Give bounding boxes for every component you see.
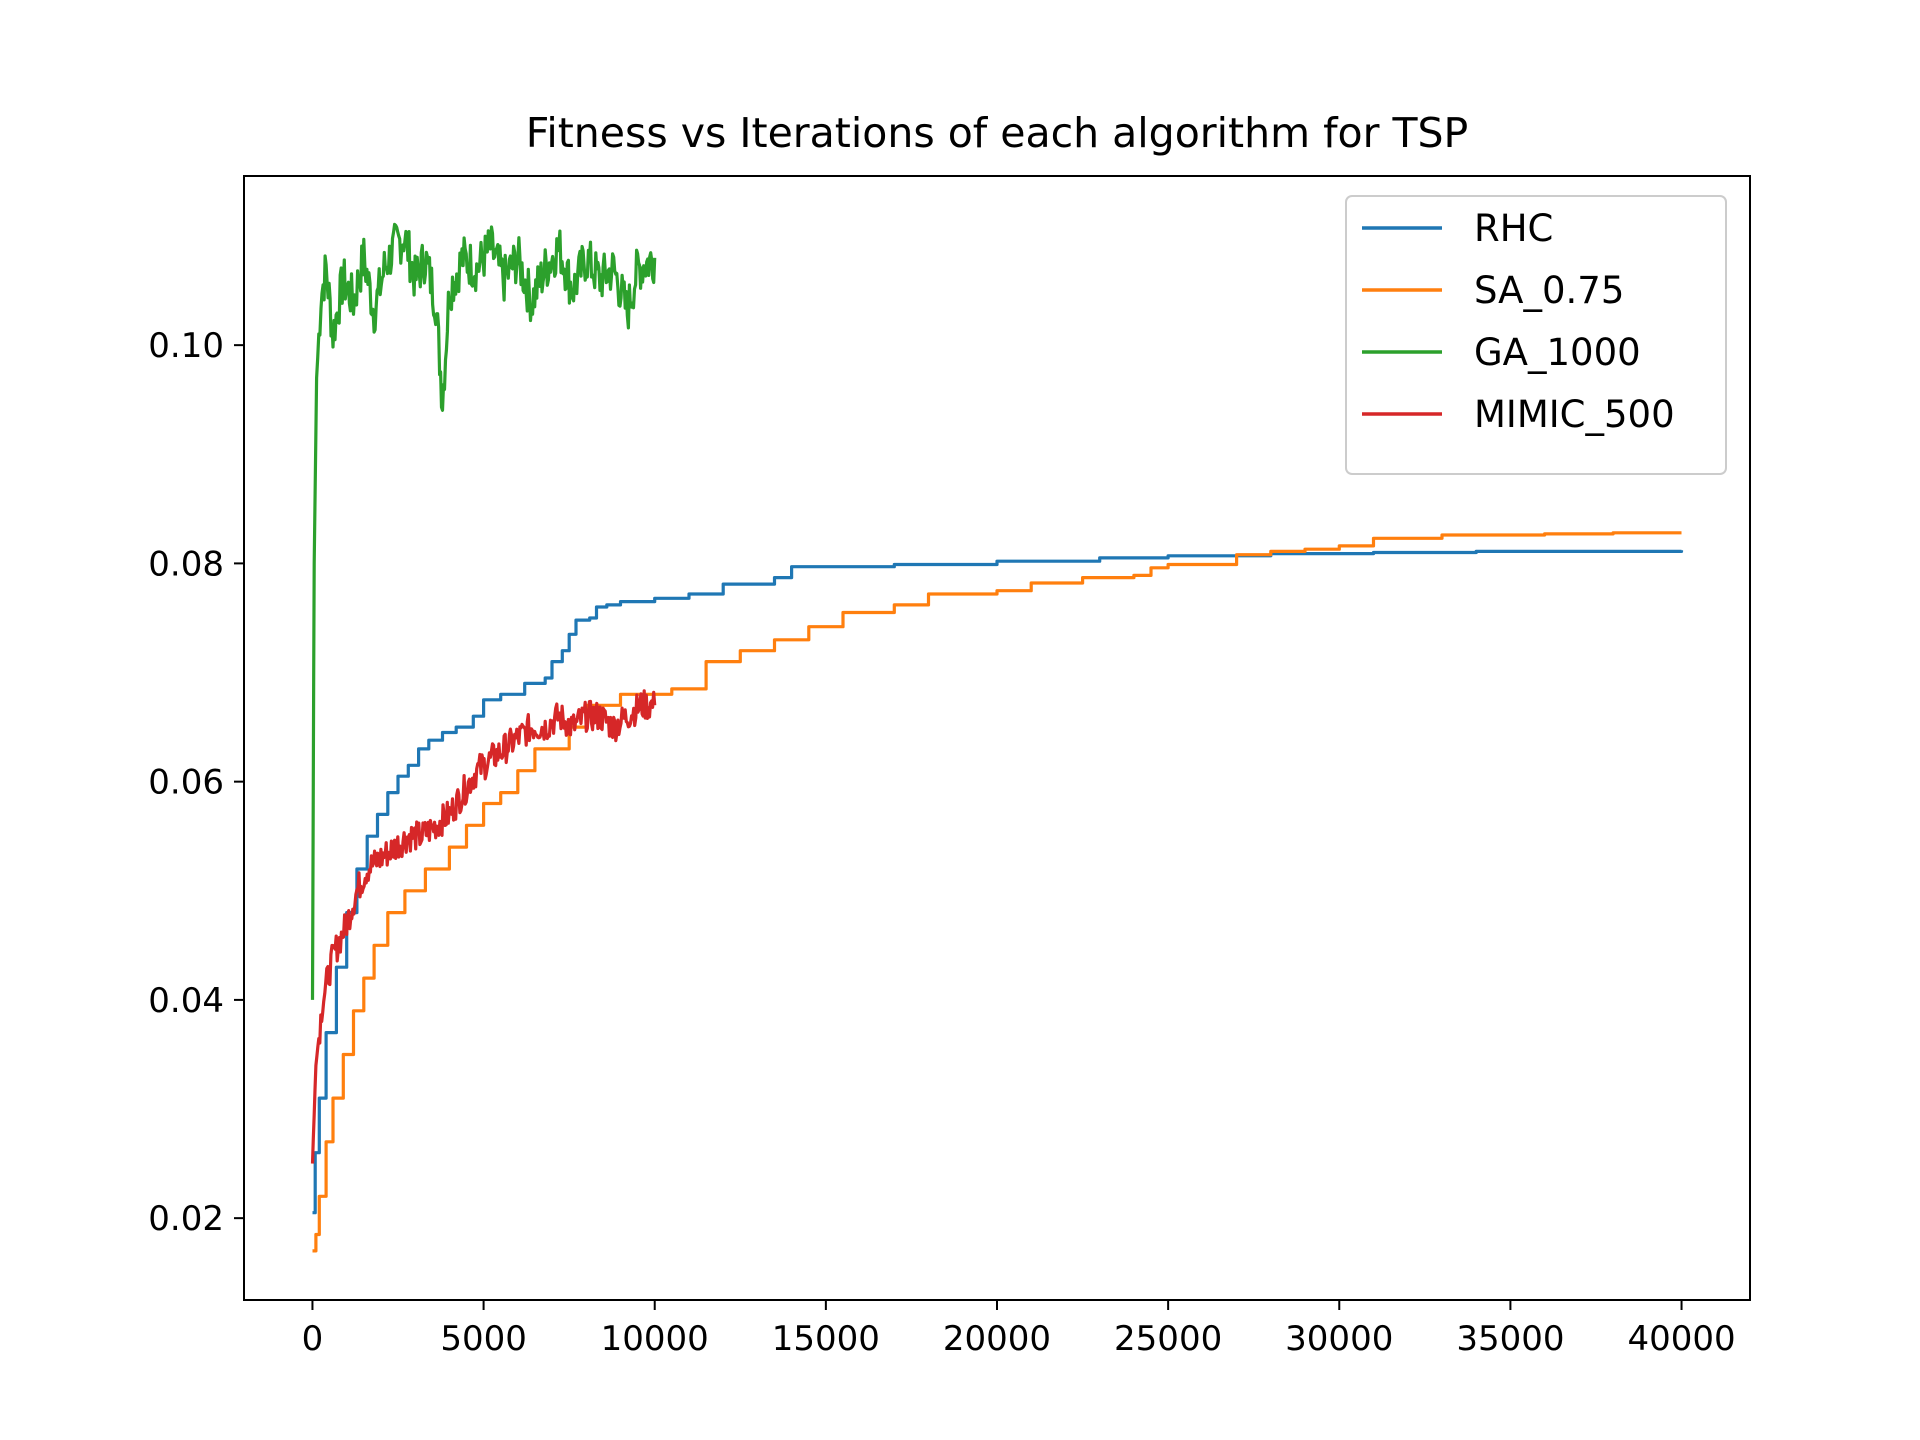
legend-label: GA_1000	[1474, 331, 1641, 374]
series-line-sa-075	[312, 531, 1682, 1253]
x-tick-label: 40000	[1627, 1319, 1735, 1359]
x-tick-label: 15000	[772, 1319, 880, 1359]
x-tick-label: 30000	[1285, 1319, 1393, 1359]
ticks-layer: 0 5000 10000 15000 20000 25000 30000 35000 40000…	[148, 326, 1735, 1359]
x-tick-label: 10000	[601, 1319, 709, 1359]
x-tick-label: 20000	[943, 1319, 1051, 1359]
y-tick-label: 0.08	[148, 544, 224, 584]
x-tick-label: 0	[302, 1319, 324, 1359]
x-tick-label: 25000	[1114, 1319, 1222, 1359]
legend-box	[1345, 195, 1727, 475]
legend: RHC SA_0.75 GA_1000 MIMIC_500	[1345, 195, 1727, 475]
legend-label: MIMIC_500	[1474, 393, 1675, 436]
series-line-ga-1000	[310, 222, 657, 1000]
series-layer	[310, 222, 1684, 1253]
y-tick-label: 0.06	[148, 763, 224, 803]
y-tick-label: 0.10	[148, 326, 224, 366]
x-tick-label: 5000	[440, 1319, 527, 1359]
y-tick-label: 0.02	[148, 1199, 224, 1239]
chart-title: Fitness vs Iterations of each algorithm …	[526, 109, 1469, 157]
y-tick-label: 0.04	[148, 981, 224, 1021]
series-line-mimic-500	[310, 689, 657, 1164]
series-line-rhc	[312, 549, 1684, 1215]
legend-label: SA_0.75	[1474, 269, 1624, 312]
x-tick-label: 35000	[1456, 1319, 1564, 1359]
legend-label: RHC	[1474, 207, 1553, 250]
